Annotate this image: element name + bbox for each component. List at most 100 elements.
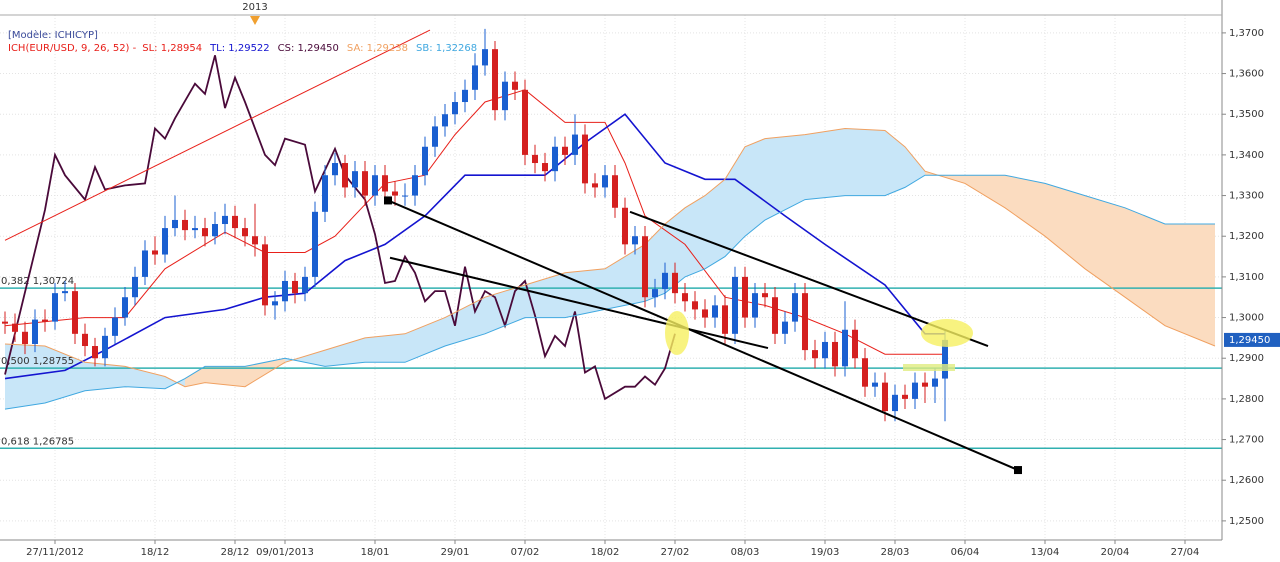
candle-body [202,228,208,237]
axis-layer: 1,2500 1,2600 1,2700 1,2800 1,2900 1,3000 1,31… [26,2,1280,558]
legend-entry: SL: 1,28954 [142,43,202,54]
candle-body [802,293,808,351]
candle-body [262,244,268,306]
cloud-segment [965,175,1005,208]
candle-body [452,102,458,115]
chart-title: [Modèle: ICHICYP] [8,29,98,41]
candle-body [462,89,468,103]
candle-body [562,146,568,155]
candle-body [412,175,418,196]
candle-body [732,276,738,334]
legend-entry: SB: 1,32268 [416,43,477,54]
legend: ICH(EUR/USD, 9, 26, 52) - SL: 1,28954 TL:… [8,43,477,54]
last-price-box [1224,332,1280,347]
candle-body [642,236,648,298]
x-tick-label: 18/01 [361,547,390,558]
candle-body [392,191,398,196]
candle-body [292,280,298,294]
candle-body [542,163,548,172]
candle-body [72,291,78,334]
candle-body [42,319,48,322]
cloud-segment [745,138,765,237]
candle-body [192,228,198,231]
cloud-segment [245,358,285,387]
candle-body [872,382,878,387]
cloud-segment [205,366,245,387]
y-tick-label: 1,3400 [1229,150,1264,161]
x-tick-label: 19/03 [811,547,840,558]
cloud-segment [365,333,405,363]
candle-body [442,114,448,127]
cloud-segment [725,146,745,257]
cloud-segment [85,362,125,391]
candle-body [2,321,8,324]
cloud-segment [125,366,165,389]
candle-body [822,341,828,359]
trendline [387,199,1019,471]
x-tick-label: 08/03 [731,547,760,558]
candle-body [152,250,158,255]
cloud-segment [1125,207,1165,326]
highlight-box [903,364,955,371]
y-tick-label: 1,3000 [1229,313,1264,324]
candle-body [272,301,278,306]
candle-body [792,293,798,322]
candle-body [672,272,678,294]
cloud-segment [325,337,365,367]
candle-body [182,219,188,231]
candle-body [852,329,858,359]
candle-body [142,250,148,277]
candle-body [752,293,758,318]
year-label: 2013 [242,2,267,13]
candle-body [862,358,868,387]
candle-body [102,335,108,359]
candle-body [322,175,328,212]
x-tick-label: 13/04 [1031,547,1060,558]
y-tick-label: 1,2800 [1229,394,1264,405]
y-tick-label: 1,3100 [1229,272,1264,283]
candle-body [492,49,498,111]
candle-body [12,323,18,332]
candle-body [132,276,138,298]
legend-entry: TL: 1,29522 [209,43,270,54]
candle-body [242,228,248,237]
y-tick-label: 1,3300 [1229,191,1264,202]
candle-body [212,224,218,237]
candle-body [92,346,98,359]
candle-body [842,329,848,367]
indicator-line [4,127,1216,388]
candle-body [832,341,838,367]
candle-body [622,207,628,245]
candle-body [502,81,508,111]
candle-body [382,175,388,192]
candle-body [772,297,778,334]
cloud-segment [765,134,805,220]
y-tick-label: 1,2500 [1229,516,1264,527]
y-tick-label: 1,2600 [1229,475,1264,486]
x-tick-label: 28/12 [221,547,250,558]
y-tick-label: 1,2900 [1229,353,1264,364]
trendline-handle [1014,466,1022,475]
candle-body [82,333,88,347]
candle-body [662,272,668,290]
candle-body [352,171,358,188]
cloud-segment [405,317,445,363]
cloud-segment [1165,224,1215,347]
trendline [389,256,769,350]
indicator-line [4,55,676,401]
candle-body [582,134,588,184]
candle-body [372,175,378,196]
x-tick-label: 28/03 [881,547,910,558]
candles-layer [2,28,948,422]
candle-body [882,382,888,412]
candle-body [312,211,318,277]
candle-body [612,175,618,208]
candle-body [172,219,178,229]
trendline-handle [384,196,392,205]
x-tick-label: 09/01/2013 [256,547,314,558]
indicator-label: ICH(EUR/USD, 9, 26, 52) - [8,43,137,54]
candle-body [912,382,918,399]
legend-entry: SA: 1,29238 [347,43,408,54]
indicator-line [4,113,945,380]
